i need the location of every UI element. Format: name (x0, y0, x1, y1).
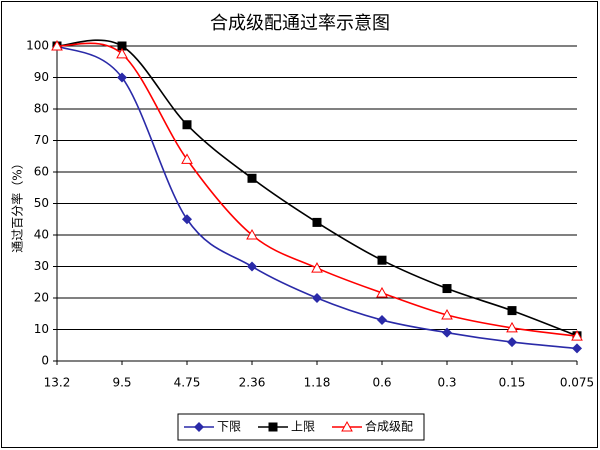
x-tick-label: 0.3 (437, 376, 456, 390)
series-line (56, 42, 578, 337)
x-tick-label: 0.15 (499, 376, 526, 390)
marker (246, 228, 258, 240)
y-tick-label: 70 (34, 133, 49, 147)
y-tick-label: 90 (34, 70, 49, 84)
legend-label: 下限 (217, 420, 241, 434)
x-tick-label: 13.2 (44, 376, 71, 390)
marker (311, 262, 323, 273)
legend-label: 合成级配 (365, 419, 413, 434)
marker (377, 255, 387, 265)
chart-title: 合成级配通过率示意图 (210, 13, 390, 34)
y-tick-label: 0 (41, 354, 49, 368)
x-tick-label: 0.6 (372, 376, 391, 390)
marker (507, 337, 517, 348)
legend-label: 上限 (291, 420, 315, 434)
marker (376, 286, 388, 298)
x-tick-label: 2.36 (239, 376, 266, 390)
marker (571, 330, 583, 341)
legend-box (177, 413, 425, 441)
marker (117, 41, 127, 51)
marker (442, 327, 452, 338)
marker (341, 420, 353, 432)
marker (377, 315, 387, 326)
marker (441, 308, 453, 320)
marker (506, 321, 518, 333)
y-axis-label: 通过百分率（%） (10, 157, 25, 252)
x-tick-label: 1.18 (304, 376, 331, 390)
y-tick-label: 20 (34, 291, 49, 305)
y-tick-label: 60 (34, 165, 49, 179)
y-tick-label: 10 (34, 322, 49, 336)
x-tick-label: 4.75 (174, 376, 201, 390)
y-tick-label: 40 (34, 228, 49, 242)
series-line (56, 45, 578, 350)
marker (572, 343, 582, 354)
marker (507, 306, 517, 316)
y-tick-label: 80 (34, 102, 49, 116)
marker (194, 422, 204, 432)
marker (442, 284, 452, 294)
x-tick-label: 0.075 (560, 376, 594, 390)
x-tick-label: 9.5 (112, 376, 131, 390)
y-tick-label: 100 (26, 39, 49, 53)
marker (181, 153, 193, 164)
y-tick-label: 50 (34, 196, 49, 210)
marker (312, 217, 322, 227)
marker (312, 293, 322, 303)
marker (117, 72, 127, 83)
y-tick-label: 30 (34, 259, 49, 273)
marker (268, 422, 278, 432)
marker (116, 47, 128, 59)
marker (182, 120, 192, 130)
marker (182, 214, 192, 225)
marker (247, 173, 257, 183)
marker (51, 39, 63, 51)
marker (247, 261, 257, 272)
